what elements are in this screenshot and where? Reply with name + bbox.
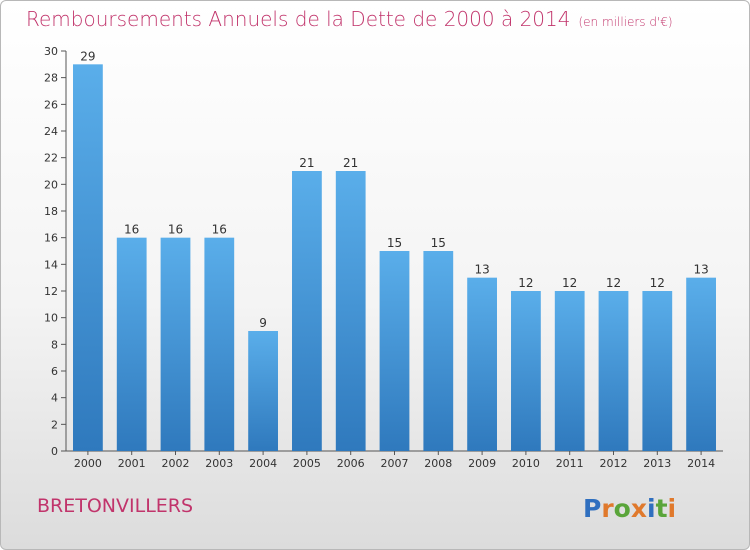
bar [686,277,716,451]
data-label: 16 [124,223,139,237]
bar [335,171,366,451]
chart-title: Remboursements Annuels de la Dette de 20… [26,7,571,31]
bar [423,251,454,451]
x-tick-label: 2010 [512,457,540,470]
svg-text:Proxiti: Proxiti [583,494,676,523]
data-label: 12 [518,276,533,290]
data-label: 29 [80,49,95,63]
data-label: 16 [168,223,183,237]
x-tick-label: 2007 [381,457,409,470]
data-label: 12 [650,276,665,290]
data-label: 21 [343,156,358,170]
bar [160,237,191,451]
y-tick-label: 2 [51,418,58,431]
data-label: 15 [387,236,402,250]
data-label: 16 [212,223,227,237]
y-tick-label: 22 [44,152,58,165]
data-label: 9 [259,316,267,330]
bar [204,237,235,451]
chart-title-block: Remboursements Annuels de la Dette de 20… [26,7,673,31]
bar [511,291,541,451]
chart-bars [73,64,716,452]
bar [248,331,278,451]
x-tick-label: 2012 [600,457,628,470]
y-tick-label: 18 [44,205,58,218]
x-tick-label: 2011 [556,457,584,470]
y-tick-label: 28 [44,72,58,85]
x-tick-label: 2005 [293,457,321,470]
y-tick-label: 16 [44,232,58,245]
y-tick-label: 26 [44,98,58,111]
y-tick-label: 4 [51,392,58,405]
y-tick-label: 6 [51,365,58,378]
proxiti-logo: Proxiti [583,494,676,523]
chart-data-labels: 29 16 16 16 9 21 21 15 15 13 12 12 12 12 13 [80,49,708,330]
x-tick-label: 2006 [337,457,365,470]
data-label: 21 [299,156,314,170]
x-tick-label: 2008 [424,457,452,470]
x-tick-label: 2013 [643,457,671,470]
y-tick-label: 24 [44,125,58,138]
x-tick-label: 2009 [468,457,496,470]
y-tick-label: 12 [44,285,58,298]
data-label: 12 [606,276,621,290]
bar [379,251,410,451]
bar [292,171,322,451]
bar [467,277,497,451]
bar [598,291,629,451]
y-tick-label: 20 [44,178,58,191]
x-tick-label: 2003 [205,457,233,470]
data-label: 13 [474,263,489,277]
x-tick-label: 2001 [118,457,146,470]
y-tick-label: 8 [51,338,58,351]
y-tick-label: 0 [51,445,58,458]
bar [554,291,585,451]
data-label: 13 [693,263,708,277]
data-label: 15 [431,236,446,250]
chart-unit-note: (en milliers d'€) [578,15,673,29]
bar [73,64,103,452]
bar [642,291,673,451]
x-tick-label: 2014 [687,457,715,470]
y-tick-label: 14 [44,258,58,271]
x-tick-label: 2000 [74,457,102,470]
data-label: 12 [562,276,577,290]
y-tick-label: 30 [44,45,58,58]
x-tick-label: 2002 [162,457,190,470]
y-tick-label: 10 [44,312,58,325]
x-tick-label: 2004 [249,457,277,470]
bar [116,237,147,451]
commune-name: BRETONVILLERS [37,495,194,517]
